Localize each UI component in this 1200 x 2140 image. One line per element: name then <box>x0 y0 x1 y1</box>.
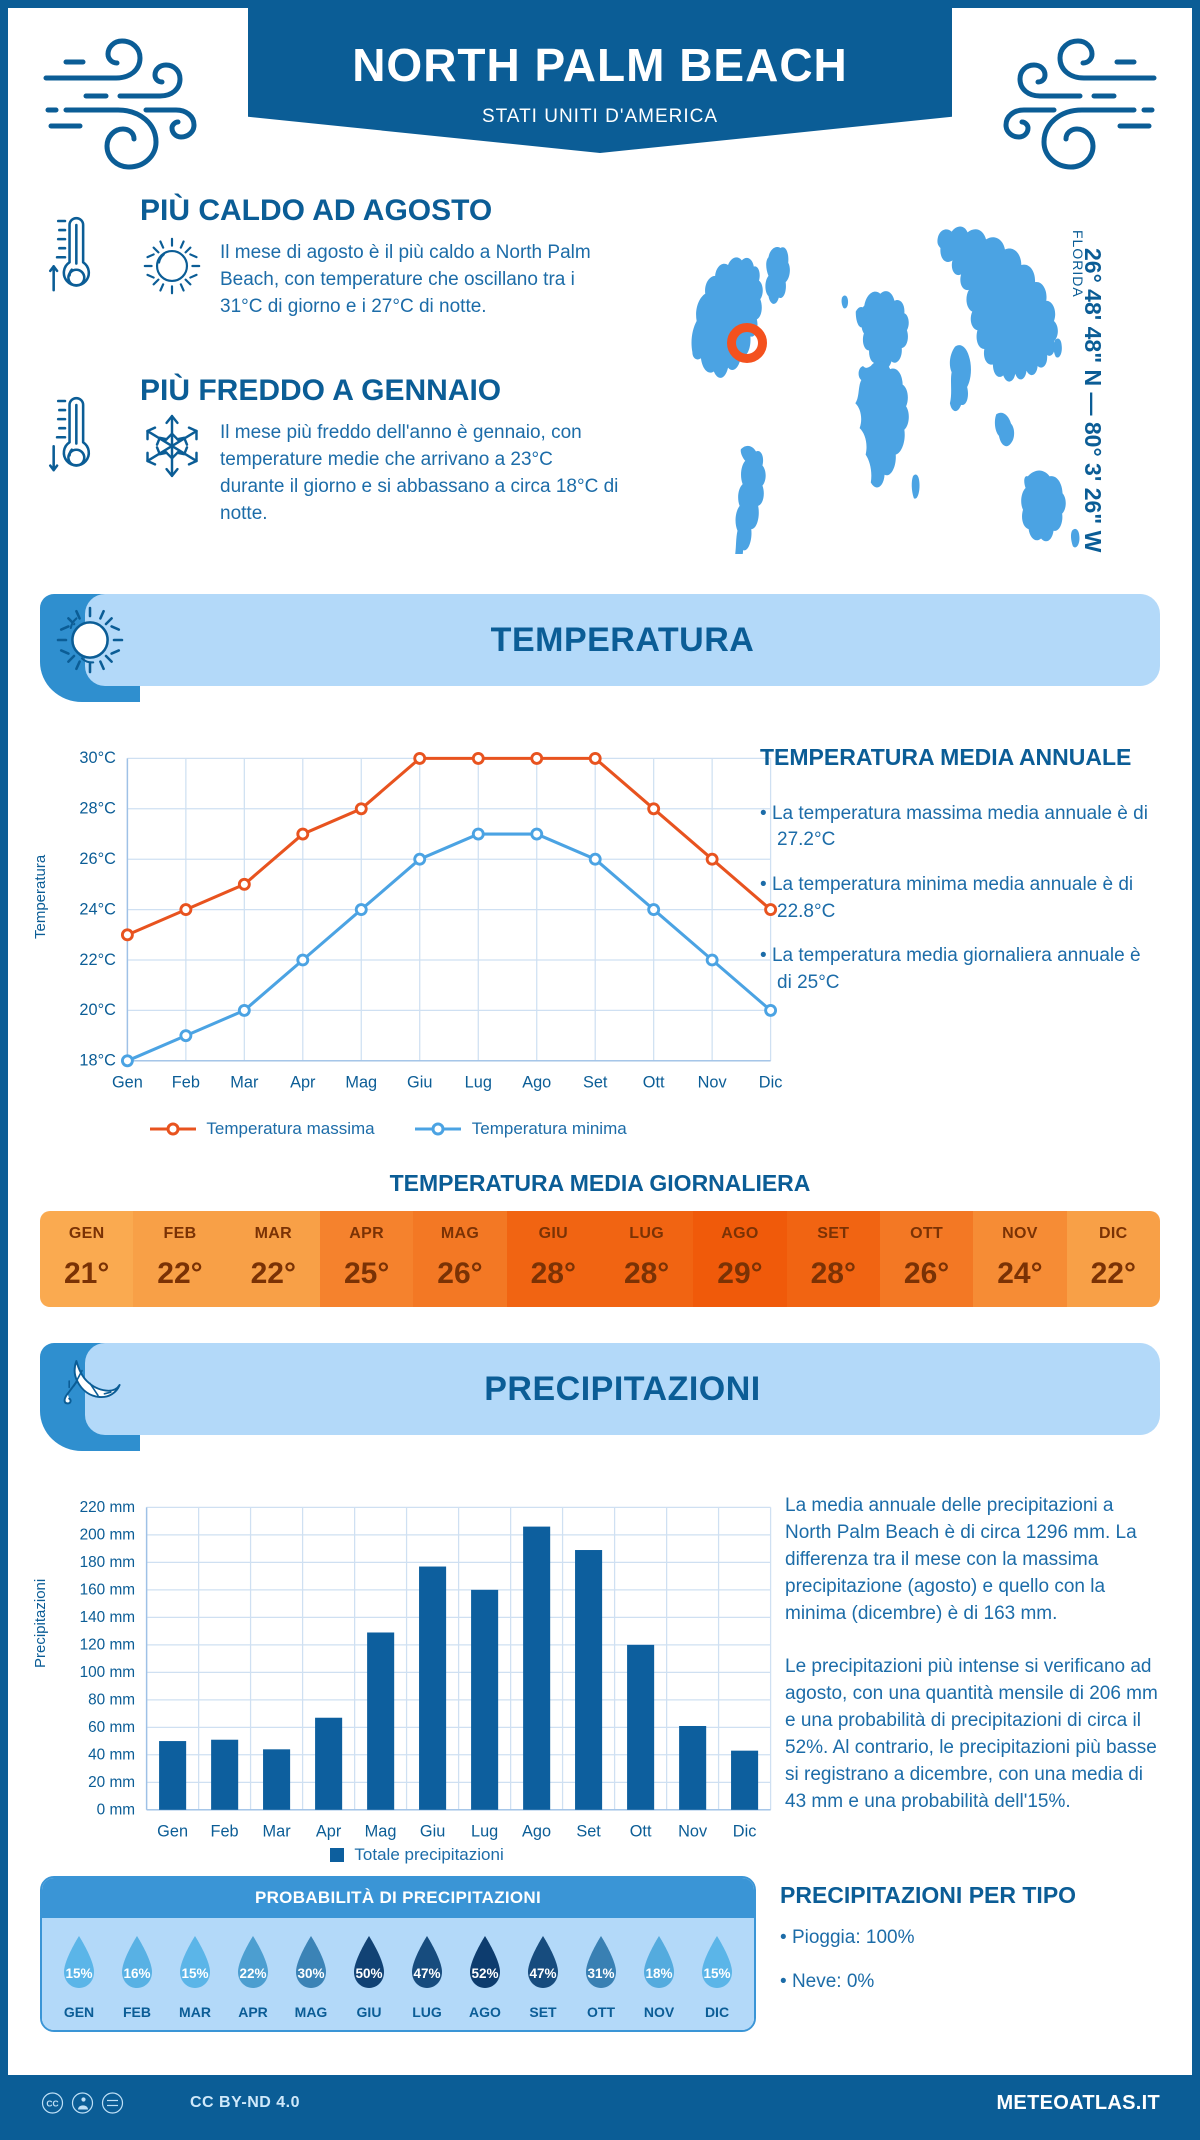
svg-text:Ott: Ott <box>630 1823 652 1841</box>
svg-text:Giu: Giu <box>420 1823 445 1841</box>
svg-text:0 mm: 0 mm <box>97 1801 135 1818</box>
svg-text:120 mm: 120 mm <box>80 1637 135 1654</box>
svg-text:Nov: Nov <box>698 1074 728 1092</box>
svg-text:15%: 15% <box>703 1966 730 1981</box>
svg-text:30%: 30% <box>297 1966 324 1981</box>
svg-text:Mar: Mar <box>263 1823 292 1841</box>
svg-text:Ott: Ott <box>643 1074 665 1092</box>
svg-text:Dic: Dic <box>759 1074 783 1092</box>
svg-text:80 mm: 80 mm <box>88 1692 135 1709</box>
svg-text:15%: 15% <box>181 1966 208 1981</box>
svg-text:18°C: 18°C <box>79 1051 116 1069</box>
svg-text:22%: 22% <box>239 1966 266 1981</box>
svg-text:Mar: Mar <box>230 1074 259 1092</box>
svg-text:Mag: Mag <box>365 1823 397 1841</box>
svg-text:220 mm: 220 mm <box>80 1499 135 1516</box>
svg-text:31%: 31% <box>587 1966 614 1981</box>
svg-text:Nov: Nov <box>678 1823 708 1841</box>
svg-text:Gen: Gen <box>157 1823 188 1841</box>
svg-text:16%: 16% <box>123 1966 150 1981</box>
svg-text:60 mm: 60 mm <box>88 1719 135 1736</box>
svg-text:Ago: Ago <box>522 1074 551 1092</box>
svg-text:20 mm: 20 mm <box>88 1774 135 1791</box>
svg-text:Set: Set <box>576 1823 601 1841</box>
svg-text:Feb: Feb <box>210 1823 238 1841</box>
svg-text:Set: Set <box>583 1074 608 1092</box>
svg-text:47%: 47% <box>413 1966 440 1981</box>
svg-text:30°C: 30°C <box>79 749 116 767</box>
svg-text:Lug: Lug <box>471 1823 498 1841</box>
svg-text:15%: 15% <box>65 1966 92 1981</box>
svg-text:Gen: Gen <box>112 1074 143 1092</box>
svg-text:24°C: 24°C <box>79 900 116 918</box>
svg-text:180 mm: 180 mm <box>80 1554 135 1571</box>
svg-text:Feb: Feb <box>172 1074 200 1092</box>
svg-text:18%: 18% <box>645 1966 672 1981</box>
svg-text:28°C: 28°C <box>79 799 116 817</box>
svg-text:CC: CC <box>46 2099 58 2109</box>
svg-text:20°C: 20°C <box>79 1001 116 1019</box>
svg-text:Ago: Ago <box>522 1823 551 1841</box>
svg-text:160 mm: 160 mm <box>80 1582 135 1599</box>
svg-text:47%: 47% <box>529 1966 556 1981</box>
svg-text:Apr: Apr <box>290 1074 316 1092</box>
svg-text:50%: 50% <box>355 1966 382 1981</box>
svg-text:52%: 52% <box>471 1966 498 1981</box>
svg-text:40 mm: 40 mm <box>88 1746 135 1763</box>
svg-text:Dic: Dic <box>733 1823 757 1841</box>
svg-text:Lug: Lug <box>465 1074 492 1092</box>
svg-text:100 mm: 100 mm <box>80 1664 135 1681</box>
svg-text:26°C: 26°C <box>79 850 116 868</box>
svg-text:140 mm: 140 mm <box>80 1609 135 1626</box>
svg-text:200 mm: 200 mm <box>80 1527 135 1544</box>
svg-text:Giu: Giu <box>407 1074 432 1092</box>
svg-text:22°C: 22°C <box>79 951 116 969</box>
svg-text:Mag: Mag <box>345 1074 377 1092</box>
svg-text:Apr: Apr <box>316 1823 342 1841</box>
